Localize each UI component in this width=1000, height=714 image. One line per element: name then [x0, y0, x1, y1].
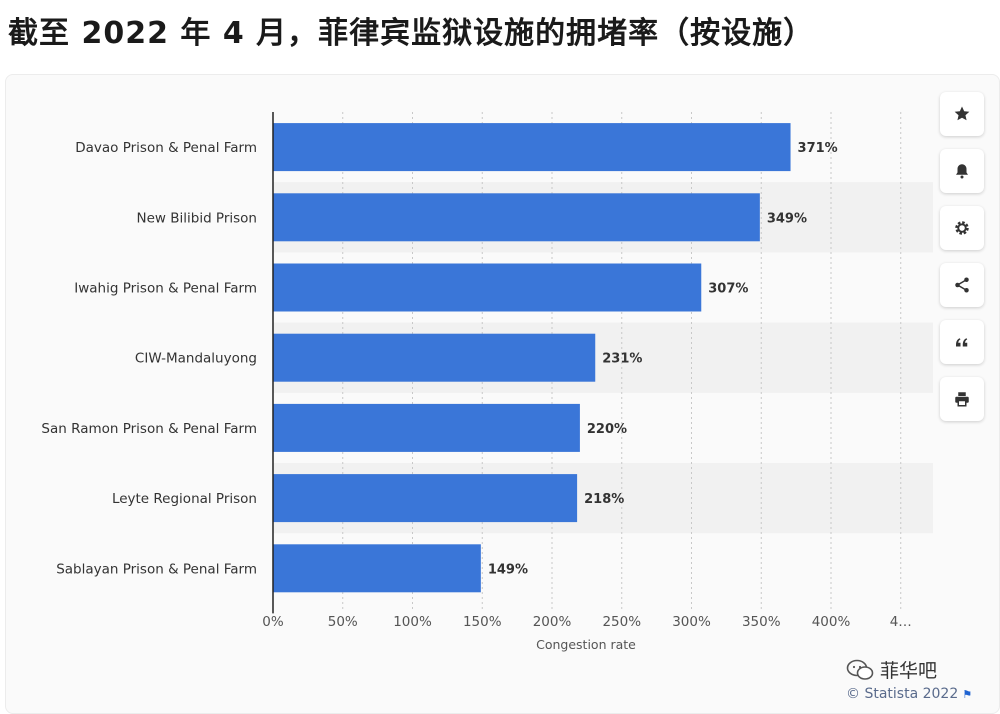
value-label: 371%	[798, 141, 838, 156]
bar	[273, 544, 481, 593]
category-label: Sablayan Prison & Penal Farm	[56, 561, 257, 577]
bar	[273, 333, 596, 382]
category-label: New Bilibid Prison	[137, 210, 258, 226]
gear-icon	[955, 221, 969, 235]
wechat-watermark: 菲华吧	[846, 656, 937, 683]
favorite-button[interactable]	[940, 92, 984, 136]
x-tick-label: 350%	[742, 614, 781, 630]
chart-toolbar	[940, 92, 986, 434]
statista-credit[interactable]: © Statista 2022 ⚑	[846, 686, 972, 702]
category-label: San Ramon Prison & Penal Farm	[41, 421, 257, 437]
value-label: 149%	[488, 562, 528, 577]
cite-button[interactable]	[940, 320, 984, 364]
chart-card	[5, 74, 1000, 714]
wechat-icon	[846, 659, 874, 680]
x-tick-label: 150%	[463, 614, 502, 630]
x-tick-label: 300%	[672, 614, 711, 630]
bar	[273, 263, 702, 312]
credit-text: © Statista 2022	[846, 686, 959, 702]
bell-icon	[956, 164, 968, 179]
settings-button[interactable]	[940, 206, 984, 250]
bar	[273, 123, 791, 172]
x-tick-label: 4…	[890, 614, 912, 630]
value-label: 349%	[767, 211, 807, 226]
quote-icon	[956, 338, 968, 347]
category-label: Iwahig Prison & Penal Farm	[74, 281, 257, 297]
print-icon	[955, 392, 969, 407]
value-label: 307%	[708, 282, 748, 297]
category-label: CIW-Mandaluyong	[135, 351, 257, 367]
x-tick-label: 250%	[602, 614, 641, 630]
alert-button[interactable]	[940, 149, 984, 193]
page-title: 截至 2022 年 4 月，菲律宾监狱设施的拥堵率（按设施）	[8, 16, 815, 51]
value-label: 220%	[587, 422, 627, 437]
print-button[interactable]	[940, 377, 984, 421]
category-label: Davao Prison & Penal Farm	[75, 140, 257, 156]
star-icon	[954, 106, 970, 121]
share-icon	[955, 277, 969, 293]
flag-icon: ⚑	[962, 688, 973, 701]
bar	[273, 403, 580, 452]
category-label: Leyte Regional Prison	[112, 491, 257, 507]
bar	[273, 193, 760, 242]
value-label: 231%	[602, 352, 642, 367]
share-button[interactable]	[940, 263, 984, 307]
x-tick-label: 400%	[812, 614, 851, 630]
wechat-label: 菲华吧	[880, 660, 938, 682]
x-tick-label: 0%	[262, 614, 284, 630]
value-label: 218%	[584, 492, 624, 507]
x-tick-label: 50%	[328, 614, 358, 630]
bar	[273, 474, 578, 523]
x-tick-label: 200%	[533, 614, 572, 630]
x-tick-label: 100%	[393, 614, 432, 630]
x-axis-title: Congestion rate	[536, 637, 636, 652]
